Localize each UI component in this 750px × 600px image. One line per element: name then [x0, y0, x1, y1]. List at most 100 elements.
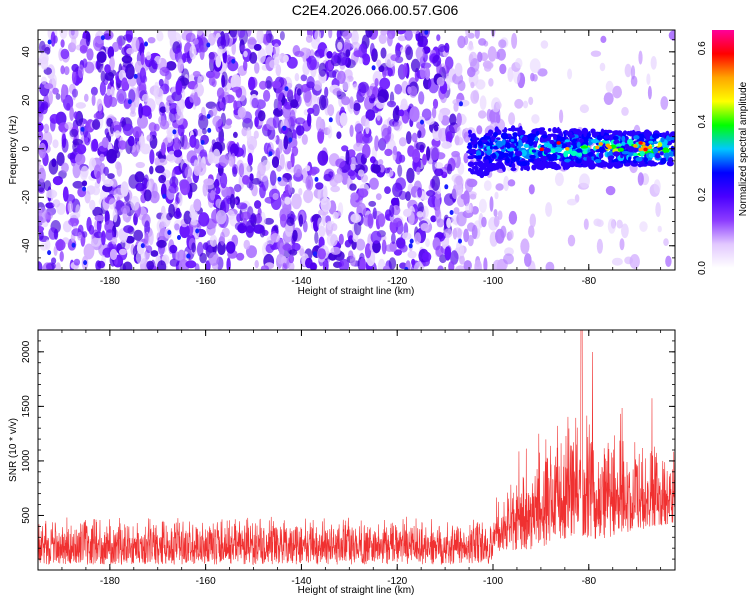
spectrogram-signal-cell — [490, 135, 496, 143]
spectrogram-cell — [38, 100, 45, 114]
spectrogram-signal-cell — [547, 135, 551, 142]
spectrogram-cell — [259, 211, 266, 228]
spectrogram-cell — [243, 50, 248, 58]
spectrogram-signal-cell — [485, 142, 492, 146]
spectrogram-cell — [621, 223, 629, 239]
spectrogram-signal-cell — [481, 170, 490, 177]
spectrogram-cell — [55, 262, 61, 270]
spectrogram-signal-cell — [622, 130, 628, 136]
spectrogram-cell — [71, 35, 77, 49]
spectrogram-cell — [80, 126, 85, 132]
spectrogram-cell — [452, 227, 463, 238]
spectrogram-cell — [104, 64, 111, 74]
spectrogram-cell — [579, 104, 590, 114]
spectrogram-cell — [493, 209, 498, 217]
spectrogram-signal-cell — [510, 167, 517, 172]
spectrogram-cell — [507, 67, 514, 83]
spectrogram-cell — [463, 152, 469, 164]
spectrogram-signal-cell — [564, 164, 570, 170]
spectrogram-cell — [449, 210, 454, 215]
spectrogram-cell — [220, 199, 226, 209]
spectrogram-signal-cell — [600, 130, 605, 136]
spectrogram-cell — [397, 35, 407, 42]
spectrogram-cell — [522, 100, 529, 109]
spectrogram-cell — [174, 251, 180, 261]
spectrogram-cell — [317, 217, 323, 230]
spectrogram-cell — [328, 117, 333, 123]
spectrogram-cell — [75, 153, 86, 166]
spectrogram-cell — [593, 218, 602, 227]
spectrogram-cell — [241, 127, 248, 137]
spectrogram-cell — [100, 70, 106, 83]
spectrogram-cell — [66, 194, 76, 204]
spectrogram-cell — [421, 108, 432, 121]
spectrogram-cell — [52, 139, 59, 149]
spectrogram-cell — [51, 74, 57, 88]
spectrogram-cell — [167, 30, 177, 41]
spectrogram-x-label: Height of straight line (km) — [298, 286, 415, 297]
spectrogram-cell — [83, 243, 95, 260]
spectrogram-cell — [174, 196, 180, 205]
spectrogram-signal-cell — [479, 140, 483, 147]
spectrogram-cell — [263, 89, 271, 102]
spectrogram-cell — [144, 220, 151, 235]
spectrogram-signal-cell — [471, 137, 480, 141]
spectrogram-cell — [219, 154, 229, 167]
spectrogram-cell — [286, 56, 298, 69]
spectrogram-signal-cell — [528, 140, 534, 147]
spectrogram-signal-cell — [672, 146, 675, 152]
spectrogram-cell — [469, 53, 474, 63]
spectrogram-cell — [425, 238, 430, 248]
spectrogram-cell — [257, 48, 266, 64]
spectrogram-cell — [249, 52, 258, 64]
spectrogram-cell — [125, 235, 135, 244]
spectrogram-cell — [289, 249, 298, 256]
spectrogram-cell — [253, 62, 260, 74]
spectrogram-cell — [467, 44, 475, 51]
spectrogram-signal-cell — [565, 141, 572, 146]
spectrogram-cell — [236, 213, 242, 223]
spectrogram-signal-cell — [476, 155, 482, 160]
spectrogram-signal-cell — [608, 150, 613, 156]
spectrogram-signal-cell — [564, 131, 573, 136]
spectrogram-peak-cell — [638, 141, 643, 145]
spectrogram-cell — [242, 175, 250, 185]
spectrogram-signal-cell — [643, 156, 648, 163]
spectrogram-cell — [160, 142, 166, 156]
spectrogram-cell — [528, 225, 535, 238]
spectrogram-signal-cell — [563, 150, 569, 158]
spectrogram-cell — [393, 217, 403, 228]
spectrogram-cell — [370, 230, 382, 244]
spectrogram-signal-cell — [497, 141, 501, 149]
spectrogram-cell — [208, 252, 220, 266]
spectrogram-peak-cell — [539, 147, 544, 151]
spectrogram-cell — [365, 109, 376, 121]
spectrogram-x-ticks: -180 -160 -140 -120 -100 -80 — [37, 30, 662, 287]
spectrogram-cell — [230, 74, 241, 90]
spectrogram-signal-cell — [503, 127, 508, 134]
spectrogram-signal-cell — [513, 155, 521, 162]
spectrogram-y-tick-label: -40 — [21, 238, 32, 253]
spectrogram-cell — [353, 142, 364, 152]
spectrogram-cell — [318, 62, 327, 77]
spectrogram-cell — [233, 131, 238, 138]
spectrogram-cell — [619, 238, 625, 251]
spectrogram-cell — [46, 189, 58, 199]
spectrogram-cell — [288, 261, 295, 270]
spectrogram-cell — [621, 106, 629, 116]
spectrogram-cell — [222, 32, 230, 47]
spectrogram-cell — [294, 50, 305, 58]
spectrogram-signal-cell — [668, 161, 673, 166]
spectrogram-cell — [226, 210, 235, 220]
spectrogram-cell — [305, 34, 313, 43]
spectrogram-cell — [467, 234, 474, 247]
spectrogram-cell — [243, 59, 248, 72]
spectrogram-x-tick-label: -120 — [387, 276, 407, 287]
spectrogram-signal-cell — [573, 128, 580, 135]
spectrogram-cell — [103, 179, 114, 187]
spectrogram-signal-cell — [474, 165, 479, 172]
snr-x-tick-label: -80 — [582, 576, 597, 587]
spectrogram-cell — [91, 185, 101, 196]
spectrogram-cell — [265, 243, 274, 254]
spectrogram-cell — [104, 128, 109, 136]
